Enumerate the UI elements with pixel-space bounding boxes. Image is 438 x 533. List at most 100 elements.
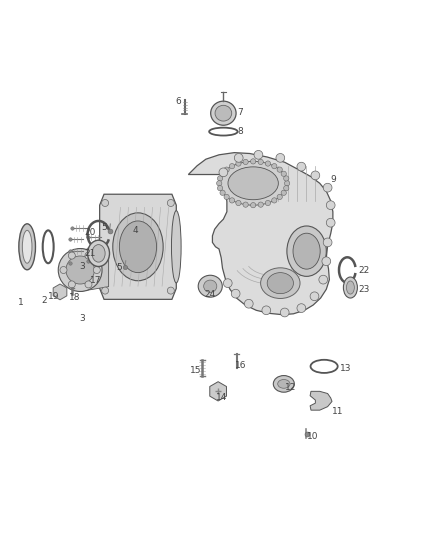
Ellipse shape <box>219 161 287 205</box>
Polygon shape <box>53 284 67 300</box>
Text: 22: 22 <box>358 265 369 274</box>
Ellipse shape <box>343 277 357 298</box>
Ellipse shape <box>66 256 94 284</box>
Text: 9: 9 <box>330 175 336 184</box>
Circle shape <box>102 199 109 206</box>
Circle shape <box>297 162 306 171</box>
Text: 24: 24 <box>205 290 216 300</box>
Circle shape <box>276 154 285 162</box>
Polygon shape <box>210 382 226 401</box>
Circle shape <box>224 195 229 199</box>
Text: 3: 3 <box>79 262 85 271</box>
Ellipse shape <box>88 240 110 266</box>
Circle shape <box>311 171 320 180</box>
Circle shape <box>230 164 235 169</box>
Circle shape <box>262 306 271 314</box>
Ellipse shape <box>261 268 300 298</box>
Text: 4: 4 <box>133 226 138 235</box>
Circle shape <box>68 281 75 288</box>
Text: 21: 21 <box>85 249 96 258</box>
Polygon shape <box>80 248 109 292</box>
Ellipse shape <box>19 224 35 270</box>
Circle shape <box>281 190 286 196</box>
Ellipse shape <box>204 280 217 292</box>
Text: 18: 18 <box>69 293 80 302</box>
Ellipse shape <box>278 379 290 388</box>
Text: 14: 14 <box>216 392 227 401</box>
Circle shape <box>85 281 92 288</box>
Circle shape <box>236 200 241 206</box>
Circle shape <box>243 159 248 165</box>
Circle shape <box>102 287 109 294</box>
Text: 1: 1 <box>18 298 24 307</box>
Circle shape <box>326 201 335 209</box>
Text: 2: 2 <box>41 296 46 305</box>
Circle shape <box>272 164 277 169</box>
Circle shape <box>243 202 248 207</box>
Circle shape <box>277 167 283 172</box>
Circle shape <box>217 176 223 181</box>
Circle shape <box>284 176 289 181</box>
Circle shape <box>265 161 271 166</box>
Circle shape <box>310 292 319 301</box>
Circle shape <box>85 252 92 259</box>
Text: 8: 8 <box>237 127 243 136</box>
Circle shape <box>223 279 232 287</box>
Circle shape <box>60 266 67 273</box>
Text: 11: 11 <box>332 407 343 416</box>
Ellipse shape <box>228 167 279 200</box>
Circle shape <box>224 167 229 172</box>
Ellipse shape <box>273 376 294 392</box>
Polygon shape <box>310 391 332 410</box>
Text: 15: 15 <box>190 366 201 375</box>
Circle shape <box>323 238 332 247</box>
Ellipse shape <box>267 273 293 294</box>
Ellipse shape <box>22 230 32 263</box>
Circle shape <box>323 183 332 192</box>
Ellipse shape <box>211 101 236 125</box>
Text: 7: 7 <box>237 108 243 117</box>
Circle shape <box>217 185 223 191</box>
Circle shape <box>234 154 243 162</box>
Text: 13: 13 <box>340 364 352 373</box>
Circle shape <box>68 252 75 259</box>
Circle shape <box>231 289 240 298</box>
Ellipse shape <box>198 275 222 297</box>
Circle shape <box>236 161 241 166</box>
Text: 19: 19 <box>48 292 60 301</box>
Circle shape <box>326 219 335 227</box>
Text: 5: 5 <box>101 223 107 232</box>
Circle shape <box>216 181 222 186</box>
Polygon shape <box>100 194 176 300</box>
Circle shape <box>93 266 100 273</box>
Ellipse shape <box>293 233 320 269</box>
Circle shape <box>280 308 289 317</box>
Circle shape <box>297 304 306 312</box>
Text: 3: 3 <box>79 314 85 322</box>
Circle shape <box>281 171 286 176</box>
Text: 10: 10 <box>307 432 319 441</box>
Circle shape <box>230 198 235 203</box>
Ellipse shape <box>58 248 102 292</box>
Circle shape <box>167 199 174 206</box>
Circle shape <box>258 202 263 207</box>
Circle shape <box>272 198 277 203</box>
Text: 20: 20 <box>85 228 96 237</box>
Circle shape <box>251 159 256 164</box>
Circle shape <box>319 275 328 284</box>
Circle shape <box>258 159 263 165</box>
Text: 6: 6 <box>176 97 182 106</box>
Text: 16: 16 <box>235 360 247 369</box>
Circle shape <box>322 257 331 265</box>
Circle shape <box>285 181 290 186</box>
Circle shape <box>219 168 228 177</box>
Ellipse shape <box>287 226 326 276</box>
Ellipse shape <box>171 211 181 283</box>
Text: 17: 17 <box>90 276 101 285</box>
Circle shape <box>220 171 225 176</box>
Ellipse shape <box>92 245 105 262</box>
Circle shape <box>220 190 225 196</box>
Circle shape <box>167 287 174 294</box>
Circle shape <box>244 300 253 308</box>
Ellipse shape <box>113 213 163 281</box>
